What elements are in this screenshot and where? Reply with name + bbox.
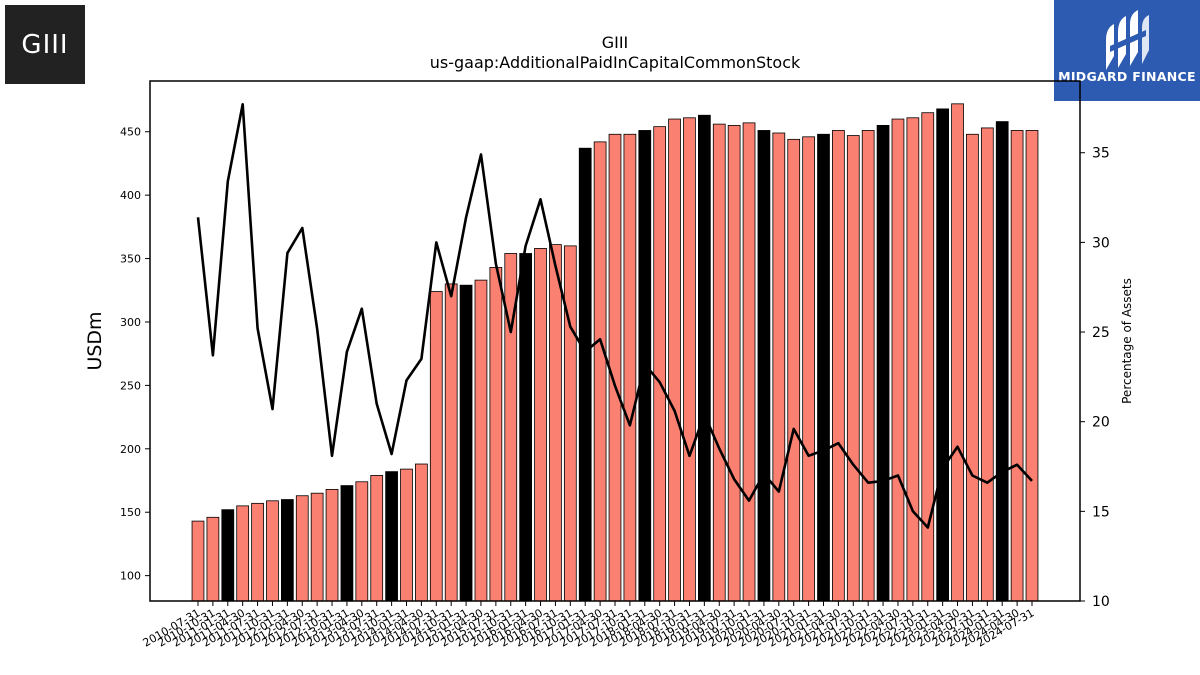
bar <box>936 108 950 602</box>
chart-subtitle: us-gaap:AdditionalPaidInCapitalCommonSto… <box>430 53 801 72</box>
bar <box>266 500 279 602</box>
bar <box>459 284 473 602</box>
bar <box>519 253 533 602</box>
bar <box>995 121 1009 602</box>
bar <box>683 117 696 602</box>
bar <box>549 244 562 602</box>
bar <box>951 103 964 602</box>
series-line <box>196 103 1033 529</box>
bar <box>370 475 384 602</box>
bar <box>891 118 905 602</box>
bar <box>698 114 711 602</box>
y-axis-label: USDm <box>84 311 106 370</box>
bar <box>653 126 667 602</box>
bar <box>802 136 815 602</box>
bar <box>474 279 488 602</box>
company-logo-text: GIII <box>21 29 69 60</box>
bar <box>578 147 592 602</box>
y2-axis: 10 15 20 25 30 35 <box>1080 146 1110 610</box>
x-axis: 2010-07-312010-10-312011-01-312011-04-30… <box>141 601 1037 650</box>
bar <box>727 124 741 602</box>
y-tick-label: 150 <box>120 506 141 519</box>
bar <box>668 118 681 602</box>
y2-tick-label: 20 <box>1092 415 1110 431</box>
bar <box>325 488 339 602</box>
bar <box>593 141 607 602</box>
bar <box>1010 130 1024 602</box>
bar <box>608 133 622 602</box>
y2-tick-label: 35 <box>1092 146 1110 162</box>
y-tick-label: 300 <box>120 316 141 329</box>
bar <box>340 485 354 602</box>
bar <box>251 502 264 602</box>
y2-tick-label: 30 <box>1092 235 1110 251</box>
bar <box>221 509 235 602</box>
midgard-finance-logo: MIDGARD FINANCE <box>1054 0 1200 101</box>
midgard-emblem-icon <box>1106 10 1149 70</box>
bar <box>876 124 890 602</box>
y2-tick-label: 25 <box>1092 325 1110 341</box>
y-tick-label: 450 <box>120 126 141 139</box>
y-tick-label: 350 <box>120 253 141 266</box>
bar <box>817 133 830 602</box>
bar <box>236 505 250 602</box>
bar-series <box>191 103 1039 602</box>
bar <box>295 495 309 602</box>
midgard-brand-text: MIDGARD FINANCE <box>1058 69 1196 84</box>
bar <box>966 133 979 602</box>
bar <box>846 135 860 602</box>
line-series <box>196 103 1033 529</box>
bar <box>206 516 220 602</box>
company-logo: GIII <box>5 5 85 84</box>
bar <box>1025 130 1039 602</box>
bar <box>757 130 771 602</box>
bar <box>563 245 577 602</box>
y-axis: 100 150 200 250 300 350 400 450 <box>120 126 150 583</box>
bar <box>772 132 786 602</box>
bar <box>280 499 294 602</box>
bar <box>623 133 637 602</box>
bar <box>712 123 726 602</box>
y2-axis-label: Percentage of Assets <box>1120 278 1134 404</box>
bar <box>980 127 994 602</box>
bar <box>742 122 756 602</box>
y2-tick-label: 10 <box>1092 594 1110 610</box>
bar <box>832 130 845 602</box>
bar <box>906 117 920 602</box>
bar <box>400 468 413 602</box>
y-tick-label: 400 <box>120 189 141 202</box>
bar <box>429 291 443 602</box>
y-tick-label: 200 <box>120 443 141 456</box>
bar <box>191 520 205 602</box>
y-tick-label: 250 <box>120 379 141 392</box>
y-tick-label: 100 <box>120 570 141 583</box>
bar <box>444 283 458 602</box>
y2-tick-label: 15 <box>1092 504 1110 520</box>
chart-title: GIII <box>602 33 629 52</box>
bar <box>489 267 503 602</box>
bar <box>385 471 398 602</box>
bar <box>310 492 324 602</box>
bar <box>861 130 875 602</box>
bar <box>415 463 428 602</box>
bar <box>534 248 547 602</box>
bar <box>355 481 369 602</box>
bar <box>787 138 801 602</box>
